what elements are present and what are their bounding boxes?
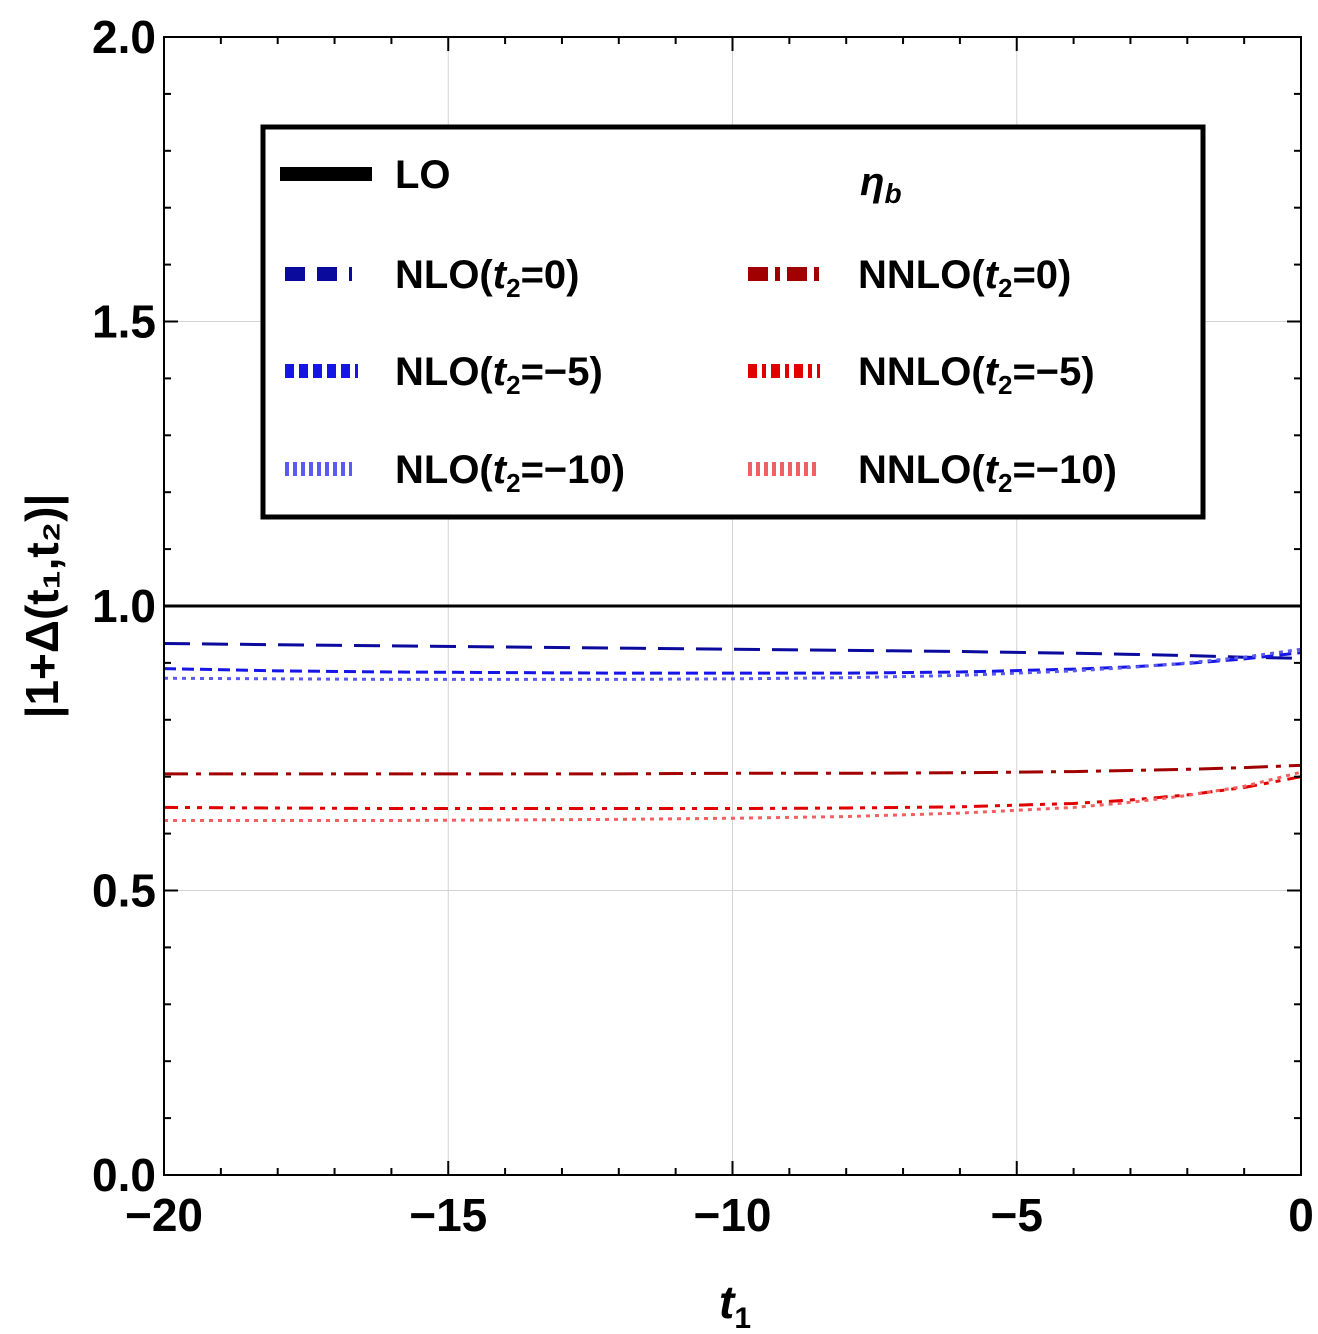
legend-label-7: NNLO(t2=−10) (858, 448, 1117, 498)
x-tick-label: 0 (1288, 1189, 1314, 1241)
y-tick-label: 0.5 (92, 865, 156, 917)
y-tick-label: 1.5 (92, 296, 156, 348)
series-line-nlo-t2-5- (163, 651, 1302, 675)
x-tick-label: −10 (693, 1189, 771, 1241)
series-line-nnlo-t2-0- (164, 763, 1302, 776)
x-axis-title: t1 (719, 1276, 751, 1334)
tick-labels: −20 −15 −10 −5 0 0.0 0.5 1.0 1.5 2.0 (92, 11, 1314, 1241)
x-tick-label: −15 (409, 1189, 487, 1241)
series-line-nlo-t2-10- (163, 647, 1302, 681)
legend-label-5: NNLO(t2=0) (858, 253, 1071, 303)
legend-label-6: NNLO(t2=−5) (858, 350, 1095, 400)
legend-label-1: LO (395, 153, 451, 197)
series-line-nnlo-t2-10- (164, 770, 1302, 823)
series-line-nnlo-t2-5- (163, 775, 1302, 811)
legend-entries: LO NLO(t2=0) NLO(t2=−5) NLO(t2=−10) NNLO(t2=… (280, 153, 1117, 498)
annotation-text: η (860, 160, 884, 204)
y-axis-title: |1+Δ(t₁,t₂)| (16, 494, 68, 719)
y-tick-label: 0.0 (92, 1149, 156, 1201)
y-tick-label: 1.0 (92, 580, 156, 632)
series-layer (163, 604, 1302, 823)
legend-label-2: NLO(t2=0) (395, 253, 580, 303)
y-tick-label: 2.0 (92, 11, 156, 63)
x-tick-label: −5 (991, 1189, 1043, 1241)
annotation-subscript: b (884, 178, 901, 209)
legend: LO NLO(t2=0) NLO(t2=−5) NLO(t2=−10) NNLO(t2=… (260, 124, 1206, 520)
eta-b-annotation: ηb (860, 160, 902, 209)
x-tick-label: −20 (125, 1189, 203, 1241)
legend-label-3: NLO(t2=−5) (395, 350, 603, 400)
legend-label-4: NLO(t2=−10) (395, 448, 625, 498)
legend-box (260, 124, 1206, 520)
ticks (163, 36, 1302, 1176)
